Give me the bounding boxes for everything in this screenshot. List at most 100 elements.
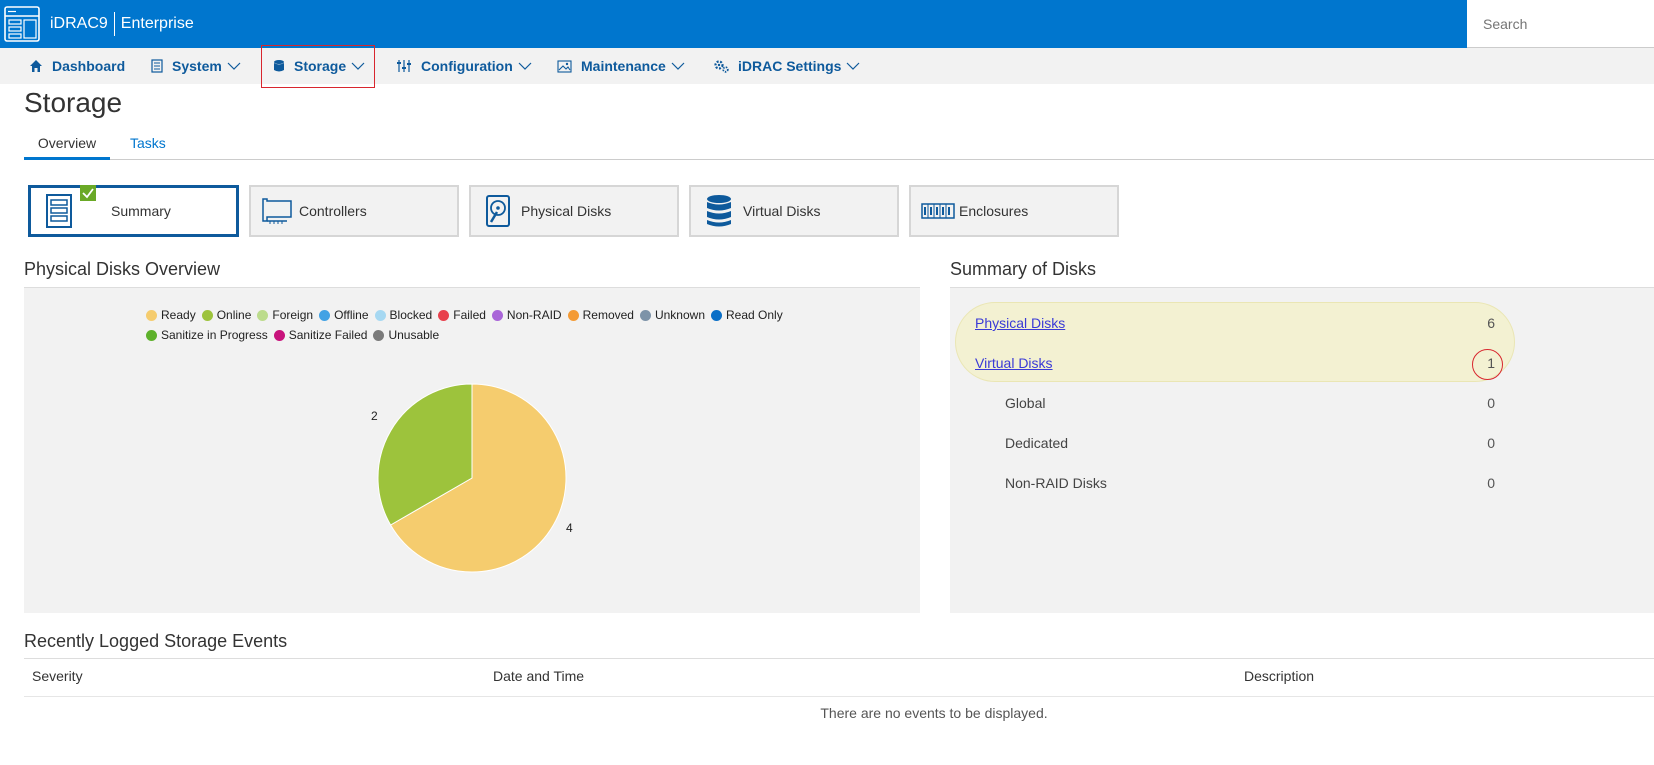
- card-label: Summary: [111, 203, 171, 219]
- card-physical-disks[interactable]: Physical Disks: [469, 185, 679, 237]
- legend-item[interactable]: Online: [201, 305, 252, 325]
- physical-disks-count: 6: [1487, 315, 1495, 331]
- chart-legend: Ready Online Foreign Offline Blocked Failed No…: [146, 305, 866, 345]
- events-divider: [24, 658, 1654, 659]
- card-virtual-disks[interactable]: Virtual Disks: [689, 185, 899, 237]
- summary-row-dedicated: Dedicated 0: [975, 435, 1495, 455]
- tab-tasks[interactable]: Tasks: [130, 135, 166, 151]
- nav-maintenance[interactable]: Maintenance: [557, 48, 694, 84]
- search-box[interactable]: [1467, 0, 1654, 48]
- legend-item[interactable]: Unknown: [639, 305, 705, 325]
- legend-swatch: [491, 309, 503, 321]
- summary-title: Summary of Disks: [950, 259, 1097, 279]
- virtual-disks-link[interactable]: Virtual Disks: [975, 355, 1053, 371]
- chevron-down-icon: [518, 62, 532, 70]
- physical-overview-title: Physical Disks Overview: [24, 259, 221, 279]
- legend-item[interactable]: Sanitize in Progress: [146, 325, 268, 345]
- top-bar: iDRAC9 Enterprise: [0, 0, 1654, 48]
- legend-label: Ready: [161, 308, 196, 322]
- page-title: Storage: [24, 87, 123, 118]
- legend-item[interactable]: Sanitize Failed: [273, 325, 368, 345]
- brand[interactable]: iDRAC9 Enterprise: [4, 4, 194, 44]
- pie-slice-online[interactable]: [377, 383, 473, 526]
- summary-row-global: Global 0: [975, 395, 1495, 415]
- card-enclosures[interactable]: Enclosures: [909, 185, 1119, 237]
- image-icon: [557, 59, 572, 73]
- tab-overview[interactable]: Overview: [24, 135, 110, 160]
- events-col-severity[interactable]: Severity: [32, 668, 83, 684]
- legend-label: Online: [216, 308, 252, 322]
- legend-swatch: [567, 309, 579, 321]
- nav-label: Dashboard: [52, 58, 126, 74]
- nav-idrac-settings[interactable]: iDRAC Settings: [714, 48, 869, 84]
- legend-label: Failed: [453, 308, 486, 322]
- chevron-down-icon: [671, 62, 685, 70]
- card-summary[interactable]: Summary: [28, 185, 239, 237]
- nav-label: System: [172, 58, 222, 74]
- legend-label: Offline: [334, 308, 369, 322]
- controller-card-icon: [262, 198, 292, 224]
- legend-label: Blocked: [389, 308, 433, 322]
- idrac-logo-icon: [4, 6, 40, 42]
- legend-item[interactable]: Offline: [319, 305, 369, 325]
- brand-edition: Enterprise: [120, 15, 194, 32]
- card-label: Enclosures: [959, 203, 1029, 219]
- legend-item[interactable]: Ready: [146, 305, 196, 325]
- pie-slice-ready[interactable]: [389, 383, 567, 573]
- legend-item[interactable]: Foreign: [257, 305, 313, 325]
- legend-label: Read Only: [726, 308, 783, 322]
- legend-item[interactable]: Non-RAID: [491, 305, 562, 325]
- legend-item[interactable]: Failed: [438, 305, 486, 325]
- legend-item[interactable]: Unusable: [373, 325, 439, 345]
- legend-swatch: [146, 329, 157, 341]
- legend-swatch: [146, 309, 157, 321]
- nav-label: iDRAC Settings: [738, 58, 842, 74]
- chevron-down-icon: [227, 62, 241, 70]
- disks-highlight: [955, 302, 1515, 382]
- events-empty-message: There are no events to be displayed.: [820, 705, 1048, 721]
- events-col-date-time[interactable]: Date and Time: [493, 668, 585, 684]
- legend-item[interactable]: Removed: [567, 305, 634, 325]
- global-count: 0: [1487, 395, 1495, 411]
- nav-configuration[interactable]: Configuration: [396, 48, 541, 84]
- brand-name: iDRAC9: [50, 15, 108, 32]
- legend-item[interactable]: Blocked: [374, 305, 433, 325]
- nav-storage[interactable]: Storage: [273, 48, 374, 84]
- legend-label: Foreign: [272, 308, 314, 322]
- summary-row-non-raid: Non-RAID Disks 0: [975, 475, 1495, 495]
- nav-system[interactable]: System: [151, 48, 250, 84]
- nav-label: Maintenance: [581, 58, 666, 74]
- non-raid-count: 0: [1487, 475, 1495, 491]
- pie-label-online: 2: [371, 409, 378, 423]
- enclosure-icon: [921, 203, 955, 219]
- virtual-disks-count-circle: [1472, 349, 1503, 380]
- search-input[interactable]: [1483, 16, 1643, 32]
- summary-icon: [46, 194, 72, 228]
- legend-swatch: [319, 309, 331, 321]
- legend-label: Sanitize Failed: [288, 328, 368, 342]
- brand-divider: [113, 12, 115, 36]
- nav-label: Configuration: [421, 58, 513, 74]
- events-title: Recently Logged Storage Events: [24, 631, 288, 651]
- summary-row-virtual-disks: Virtual Disks 1: [975, 355, 1495, 375]
- events-col-description[interactable]: Description: [1244, 668, 1315, 684]
- legend-swatch: [711, 309, 722, 321]
- database-icon: [274, 60, 284, 72]
- dedicated-label: Dedicated: [1005, 435, 1069, 451]
- legend-label: Removed: [582, 308, 634, 322]
- chevron-down-icon: [847, 62, 860, 70]
- main-nav: Dashboard System Storage Configuration M…: [0, 48, 1654, 84]
- physical-disks-link[interactable]: Physical Disks: [975, 315, 1066, 331]
- legend-label: Sanitize in Progress: [161, 328, 268, 342]
- legend-item[interactable]: Read Only: [711, 305, 783, 325]
- storage-highlight-box: [261, 45, 375, 88]
- legend-swatch: [201, 309, 213, 321]
- card-label: Physical Disks: [521, 203, 612, 219]
- disk-status-pie-chart: [377, 383, 567, 573]
- nav-dashboard[interactable]: Dashboard: [29, 48, 125, 84]
- legend-swatch: [374, 309, 386, 321]
- legend-label: Non-RAID: [506, 308, 562, 322]
- legend-swatch: [639, 309, 651, 321]
- card-controllers[interactable]: Controllers: [249, 185, 459, 237]
- pie-label-ready: 4: [566, 521, 573, 535]
